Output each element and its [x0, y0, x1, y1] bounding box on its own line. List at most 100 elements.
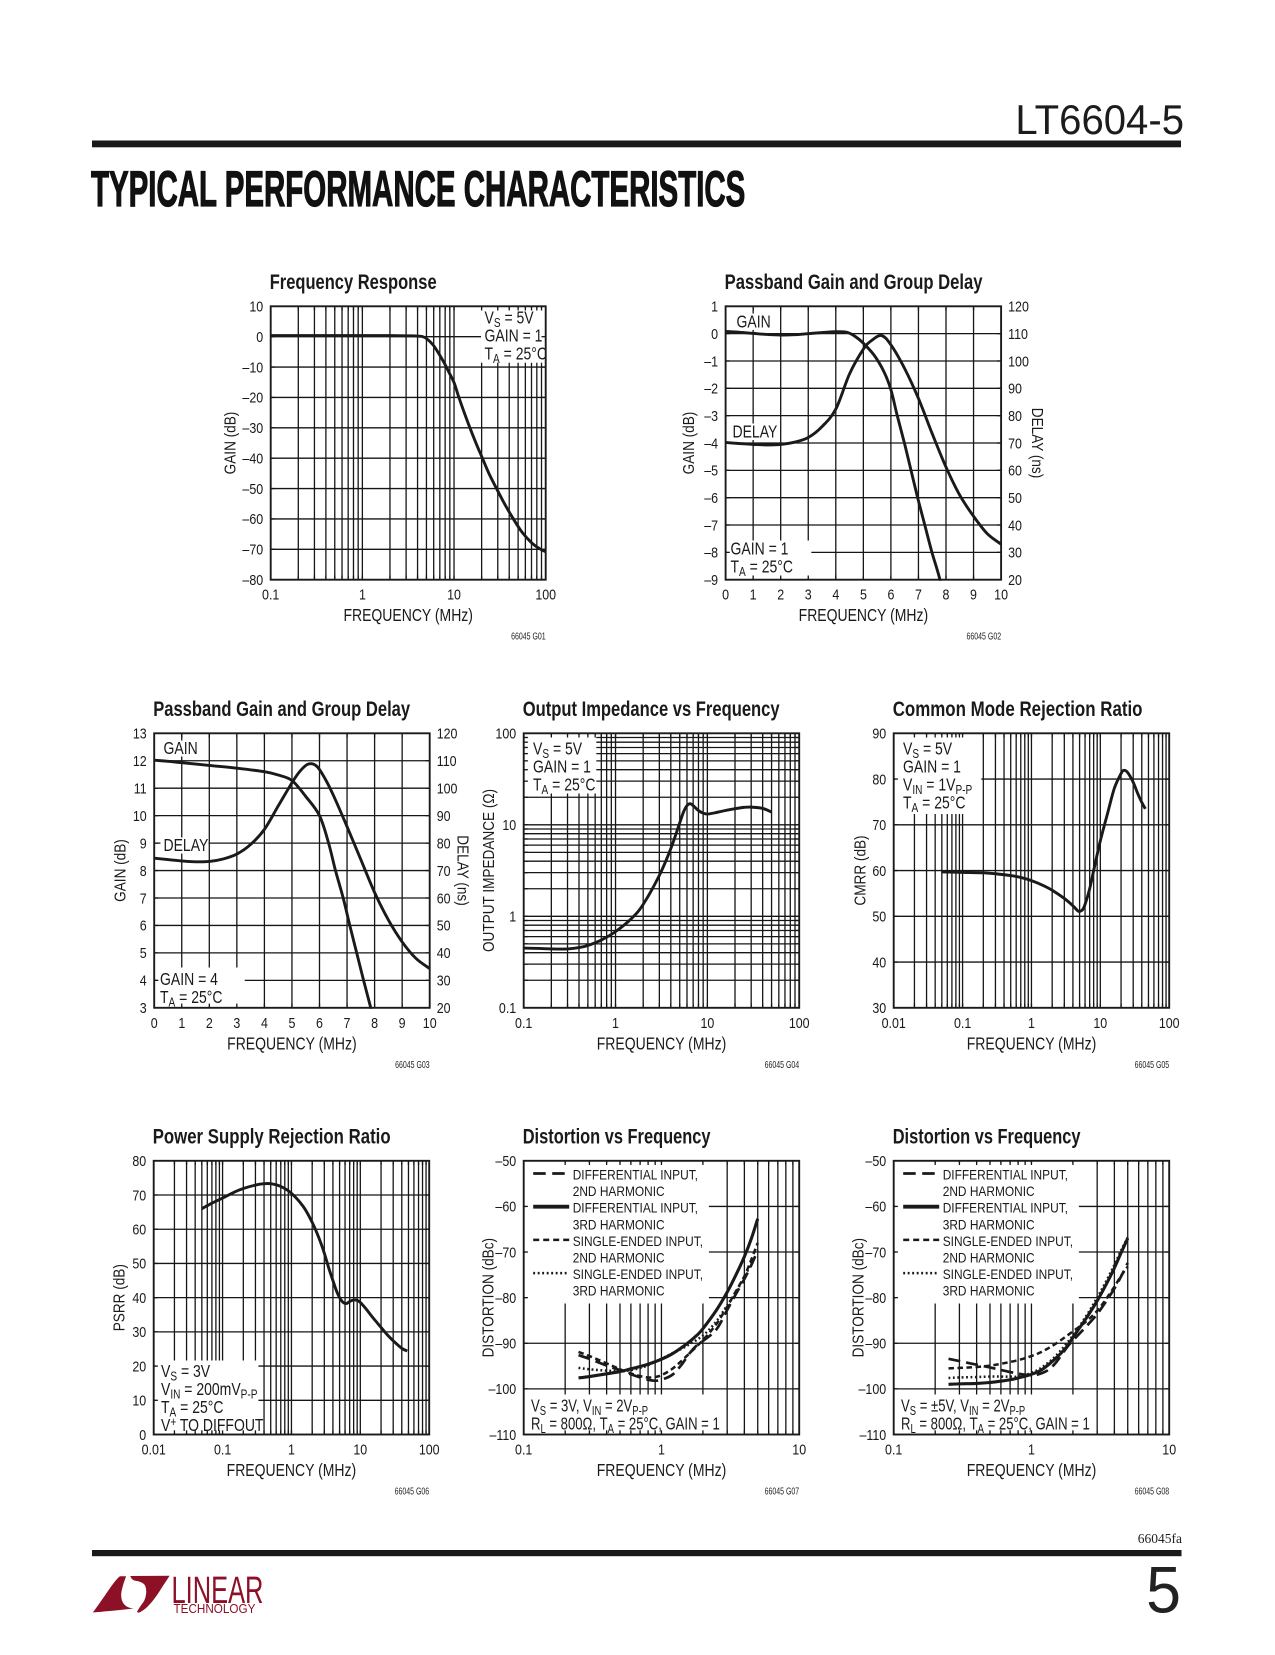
svg-text:GAIN = 1: GAIN = 1: [533, 758, 591, 777]
svg-text:40: 40: [1008, 516, 1022, 533]
svg-text:TA​ = 25°C: TA​ = 25°C: [903, 794, 965, 815]
svg-text:2: 2: [206, 1014, 213, 1031]
svg-text:–4: –4: [704, 434, 718, 451]
svg-text:1: 1: [359, 585, 366, 602]
svg-text:5: 5: [140, 944, 147, 961]
svg-text:4: 4: [832, 585, 839, 602]
svg-text:5: 5: [1146, 1553, 1181, 1627]
svg-text:SINGLE-ENDED INPUT,: SINGLE-ENDED INPUT,: [573, 1266, 703, 1282]
svg-text:30: 30: [1008, 543, 1022, 560]
svg-text:80: 80: [1008, 407, 1022, 424]
svg-text:50: 50: [437, 916, 451, 933]
svg-text:Distortion vs Frequency: Distortion vs Frequency: [523, 1125, 711, 1149]
svg-text:100: 100: [437, 779, 458, 796]
svg-text:20: 20: [437, 999, 451, 1016]
svg-text:1: 1: [288, 1440, 295, 1457]
svg-text:7: 7: [344, 1014, 351, 1031]
svg-text:1: 1: [1028, 1440, 1035, 1457]
svg-text:50: 50: [872, 907, 886, 924]
svg-text:5: 5: [288, 1014, 295, 1031]
svg-text:1: 1: [509, 907, 516, 924]
svg-text:8: 8: [140, 862, 147, 879]
svg-text:VS​ = 3V, VIN​ = 2VP-P​: VS​ = 3V, VIN​ = 2VP-P​: [531, 1397, 648, 1419]
svg-text:120: 120: [437, 724, 458, 741]
svg-text:RL​ = 800Ω, TA​ = 25°C, GAIN =: RL​ = 800Ω, TA​ = 25°C, GAIN = 1: [901, 1415, 1090, 1437]
svg-text:Frequency Response: Frequency Response: [270, 271, 437, 294]
svg-text:3RD HARMONIC: 3RD HARMONIC: [573, 1216, 665, 1232]
svg-text:2ND HARMONIC: 2ND HARMONIC: [573, 1250, 665, 1266]
svg-text:110: 110: [1008, 325, 1028, 342]
svg-text:10: 10: [994, 585, 1008, 602]
svg-text:DIFFERENTIAL INPUT,: DIFFERENTIAL INPUT,: [573, 1200, 698, 1216]
svg-text:40: 40: [132, 1289, 146, 1306]
svg-text:FREQUENCY (MHz): FREQUENCY (MHz): [799, 607, 928, 626]
svg-text:SINGLE-ENDED INPUT,: SINGLE-ENDED INPUT,: [573, 1233, 703, 1249]
svg-text:GAIN = 1: GAIN = 1: [485, 327, 543, 346]
svg-text:3: 3: [140, 999, 147, 1016]
svg-text:6: 6: [887, 585, 894, 602]
svg-text:FREQUENCY (MHz): FREQUENCY (MHz): [967, 1462, 1096, 1481]
svg-text:1: 1: [1028, 1014, 1035, 1031]
svg-text:Passband Gain and Group Delay: Passband Gain and Group Delay: [725, 271, 983, 294]
svg-text:120: 120: [1008, 297, 1029, 314]
svg-text:DIFFERENTIAL INPUT,: DIFFERENTIAL INPUT,: [943, 1200, 1068, 1216]
svg-text:66045 G06: 66045 G06: [395, 1485, 430, 1497]
svg-text:TA​ = 25°C: TA​ = 25°C: [533, 776, 595, 797]
svg-text:GAIN = 4: GAIN = 4: [160, 971, 218, 990]
svg-text:GAIN (dB): GAIN (dB): [223, 412, 240, 475]
svg-text:Output Impedance vs Frequency: Output Impedance vs Frequency: [523, 698, 780, 721]
svg-text:0: 0: [139, 1426, 146, 1443]
svg-text:GAIN: GAIN: [164, 740, 198, 759]
svg-text:0.1: 0.1: [885, 1440, 903, 1457]
svg-text:0.1: 0.1: [214, 1440, 232, 1457]
svg-text:0.1: 0.1: [515, 1014, 533, 1031]
svg-text:10: 10: [249, 297, 263, 314]
svg-text:90: 90: [1008, 379, 1022, 396]
svg-text:8: 8: [943, 585, 950, 602]
svg-text:2: 2: [777, 585, 784, 602]
svg-text:4: 4: [261, 1014, 268, 1031]
svg-text:9: 9: [140, 834, 147, 851]
svg-text:100: 100: [535, 585, 556, 602]
svg-text:DIFFERENTIAL INPUT,: DIFFERENTIAL INPUT,: [573, 1167, 698, 1183]
svg-text:70: 70: [872, 816, 886, 833]
svg-text:DELAY (ns): DELAY (ns): [1027, 408, 1044, 479]
svg-text:10: 10: [132, 1391, 146, 1408]
svg-text:–100: –100: [859, 1380, 887, 1397]
svg-text:–7: –7: [704, 516, 718, 533]
svg-text:VS​ = 5V: VS​ = 5V: [533, 740, 582, 761]
svg-text:10: 10: [700, 1014, 714, 1031]
svg-text:–110: –110: [859, 1426, 886, 1443]
svg-text:–50: –50: [865, 1152, 886, 1169]
svg-text:FREQUENCY (MHz): FREQUENCY (MHz): [967, 1035, 1096, 1054]
svg-text:60: 60: [872, 862, 886, 879]
svg-text:–9: –9: [704, 571, 718, 588]
svg-text:FREQUENCY (MHz): FREQUENCY (MHz): [597, 1462, 726, 1481]
svg-text:66045 G04: 66045 G04: [765, 1059, 800, 1071]
svg-text:0: 0: [722, 585, 729, 602]
svg-text:10: 10: [1093, 1014, 1107, 1031]
svg-text:3: 3: [805, 585, 812, 602]
svg-text:0: 0: [256, 328, 263, 345]
svg-text:80: 80: [437, 834, 451, 851]
svg-text:Common Mode Rejection Ratio: Common Mode Rejection Ratio: [893, 698, 1143, 721]
svg-text:TA​ = 25°C: TA​ = 25°C: [161, 1399, 223, 1420]
svg-text:66045 G07: 66045 G07: [765, 1485, 800, 1497]
svg-text:1: 1: [711, 297, 718, 314]
svg-text:13: 13: [133, 724, 147, 741]
svg-text:LINEAR: LINEAR: [172, 1569, 264, 1611]
svg-text:GAIN = 1: GAIN = 1: [731, 540, 789, 559]
svg-text:1: 1: [658, 1440, 665, 1457]
svg-text:10: 10: [792, 1440, 806, 1457]
svg-text:–6: –6: [704, 489, 718, 506]
svg-text:LT6604-5: LT6604-5: [1015, 96, 1184, 143]
svg-text:Passband Gain and Group Delay: Passband Gain and Group Delay: [153, 698, 410, 721]
svg-text:DELAY: DELAY: [733, 423, 778, 442]
svg-text:OUTPUT IMPEDANCE (Ω): OUTPUT IMPEDANCE (Ω): [481, 789, 498, 952]
svg-text:6: 6: [316, 1014, 323, 1031]
svg-text:FREQUENCY (MHz): FREQUENCY (MHz): [227, 1462, 356, 1481]
svg-text:–8: –8: [704, 543, 718, 560]
svg-text:DELAY (ns): DELAY (ns): [453, 835, 470, 906]
svg-text:TA​ = 25°C: TA​ = 25°C: [731, 558, 793, 579]
svg-text:VS​ = 5V: VS​ = 5V: [485, 309, 534, 330]
